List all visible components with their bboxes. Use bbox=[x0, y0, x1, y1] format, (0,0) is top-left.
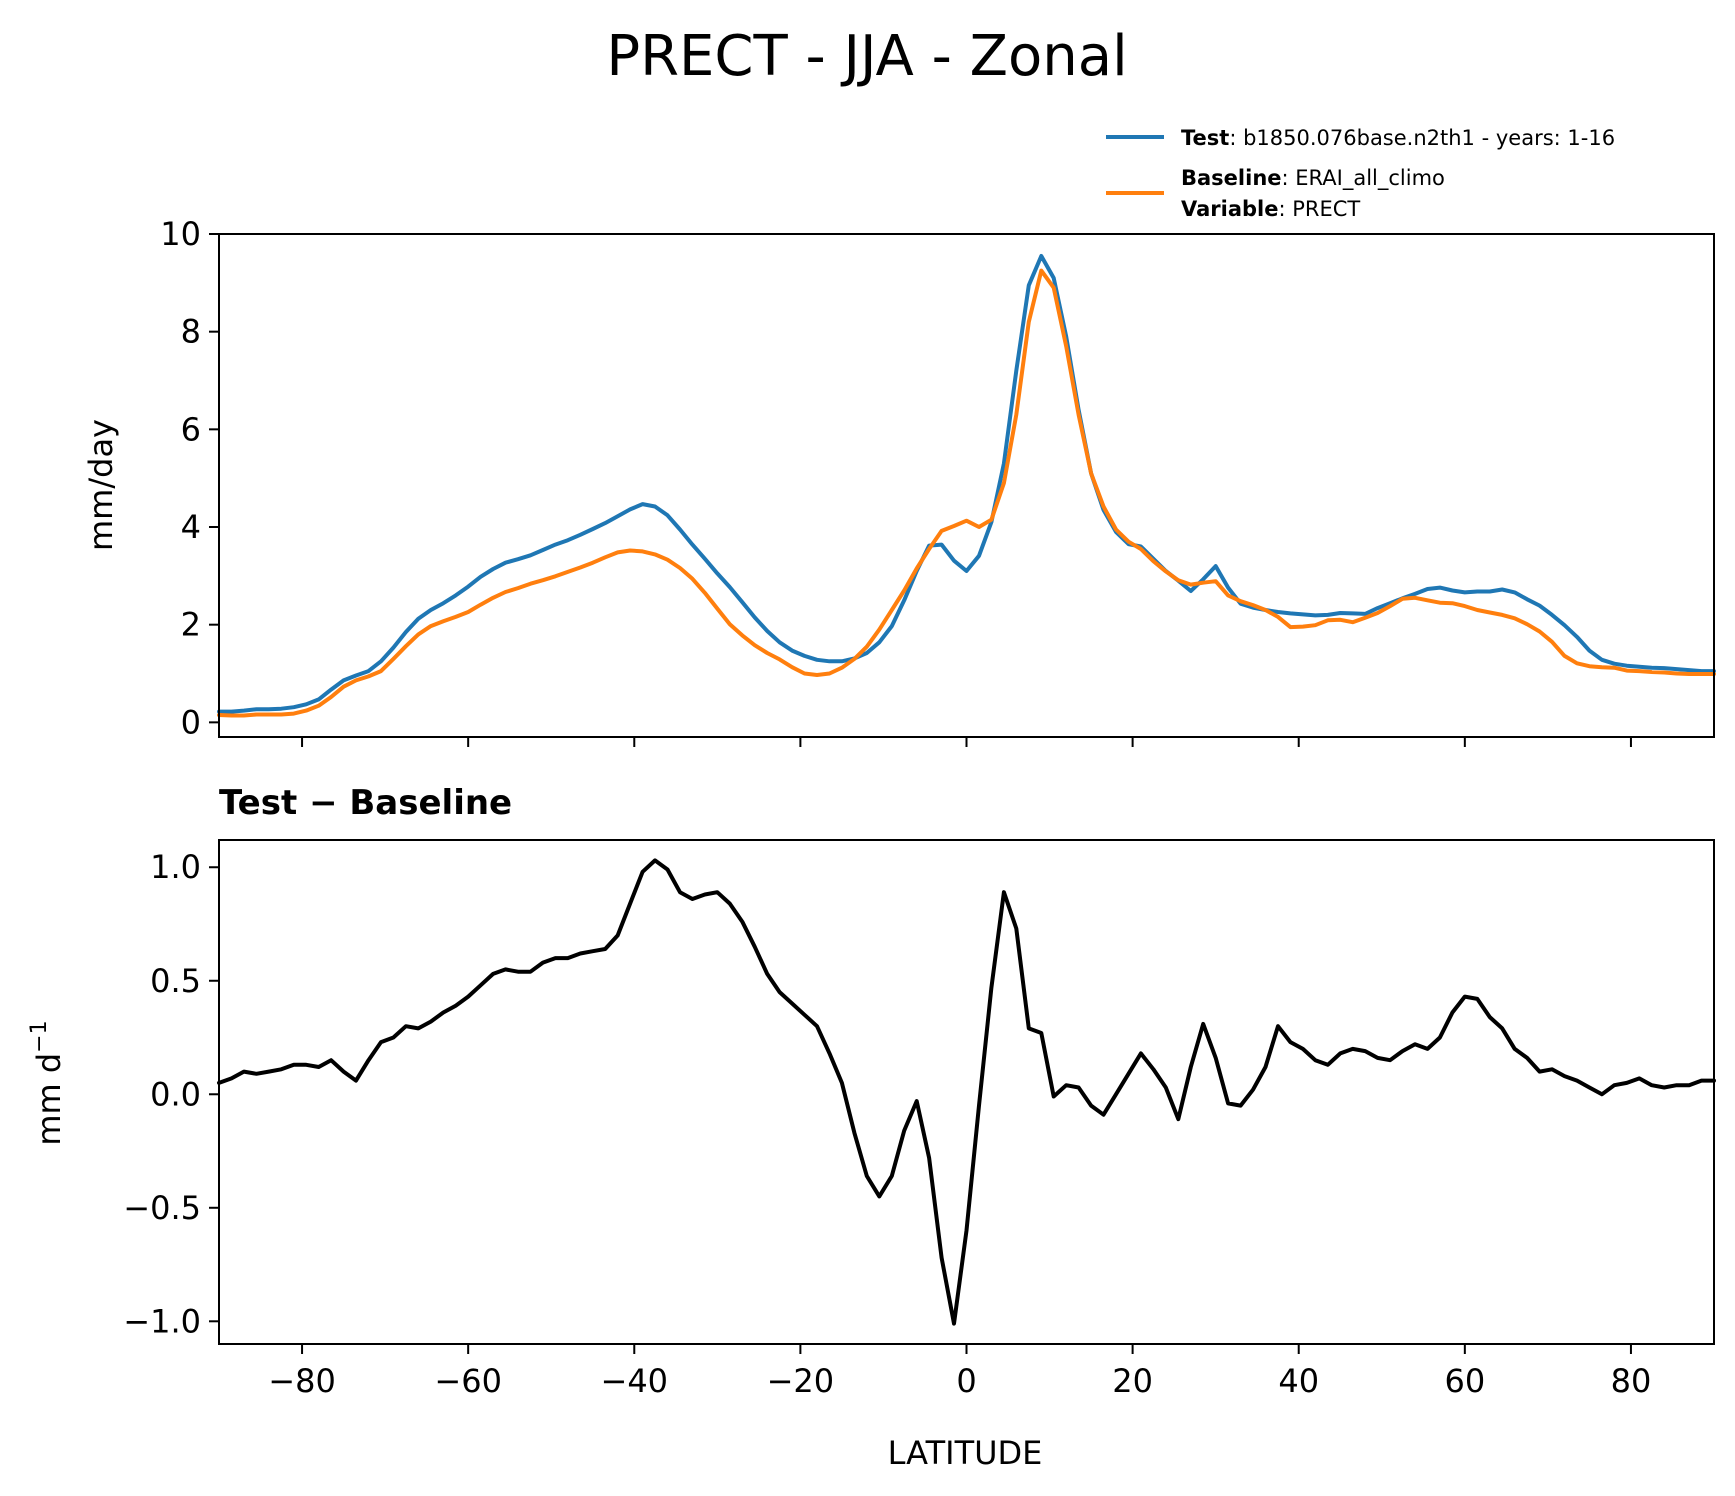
bottom-x-tick-label: −80 bbox=[268, 1362, 336, 1400]
top-y-tick-label: 2 bbox=[181, 606, 201, 644]
legend-baseline-value: : ERAI_all_climo bbox=[1282, 166, 1445, 191]
top-plot-frame bbox=[218, 233, 1715, 738]
bottom-y-tick-label: −0.5 bbox=[123, 1189, 201, 1227]
bottom-y-axis-label: mm d−1 bbox=[27, 1020, 68, 1145]
top-y-tick-label: 4 bbox=[181, 508, 201, 546]
legend: Test: b1850.076base.n2th1 - years: 1-16 … bbox=[1106, 126, 1615, 221]
bottom-x-tick-label: 60 bbox=[1444, 1362, 1485, 1400]
top-y-tick-label: 10 bbox=[160, 215, 201, 253]
top-y-tick-label: 8 bbox=[181, 313, 201, 351]
bottom-x-tick-label: 40 bbox=[1278, 1362, 1319, 1400]
bottom-series-layer bbox=[217, 858, 1716, 1326]
bottom-plot-frame bbox=[218, 839, 1715, 1345]
legend-variable-entry: Variable: PRECT bbox=[1181, 197, 1360, 221]
bottom-y-axis-label-base: mm d bbox=[30, 1053, 68, 1146]
bottom-y-tick-label: −1.0 bbox=[123, 1302, 201, 1340]
bottom-y-ticks: 1.0 0.5 0.0 −0.5 −1.0 bbox=[123, 848, 219, 1340]
bottom-x-tick-label: 20 bbox=[1112, 1362, 1153, 1400]
top-series-line-baseline bbox=[217, 268, 1716, 718]
legend-test-value: : b1850.076base.n2th1 - years: 1-16 bbox=[1229, 126, 1615, 150]
legend-baseline-key: Baseline bbox=[1181, 166, 1282, 190]
bottom-series-line-difference bbox=[217, 858, 1716, 1326]
top-y-tick-label: 6 bbox=[181, 410, 201, 448]
figure-title: PRECT - JJA - Zonal bbox=[606, 24, 1127, 89]
bottom-x-ticks: −80 −60 −40 −20 0 20 40 60 80 bbox=[268, 1344, 1651, 1400]
bottom-y-axis-label-superscript: −1 bbox=[27, 1020, 52, 1052]
legend-test-entry: Test: b1850.076base.n2th1 - years: 1-16 bbox=[1181, 126, 1615, 150]
legend-baseline-entry: Baseline: ERAI_all_climo bbox=[1181, 166, 1445, 191]
diff-panel-title: Test − Baseline bbox=[219, 783, 512, 823]
top-series-layer bbox=[217, 254, 1716, 718]
legend-variable-key: Variable bbox=[1181, 197, 1278, 221]
bottom-x-tick-label: −40 bbox=[601, 1362, 669, 1400]
top-y-axis-label: mm/day bbox=[82, 419, 120, 551]
bottom-y-tick-label: 1.0 bbox=[150, 848, 201, 886]
x-axis-label: LATITUDE bbox=[888, 1434, 1043, 1472]
top-x-ticks bbox=[301, 737, 1632, 747]
legend-test-key: Test bbox=[1181, 126, 1229, 150]
bottom-x-tick-label: 80 bbox=[1611, 1362, 1652, 1400]
top-panel: 0 2 4 6 8 10 mm/day bbox=[82, 215, 1716, 747]
top-y-tick-label: 0 bbox=[181, 703, 201, 741]
bottom-x-tick-label: 0 bbox=[956, 1362, 976, 1400]
bottom-y-tick-label: 0.0 bbox=[150, 1075, 201, 1113]
bottom-y-tick-label: 0.5 bbox=[150, 962, 201, 1000]
bottom-x-tick-label: −20 bbox=[767, 1362, 835, 1400]
top-y-ticks: 0 2 4 6 8 10 bbox=[160, 215, 219, 741]
legend-variable-value: : PRECT bbox=[1278, 197, 1360, 221]
bottom-x-tick-label: −60 bbox=[434, 1362, 502, 1400]
bottom-panel: Test − Baseline 1.0 0.5 0.0 −0.5 −1.0 −80 −60… bbox=[27, 783, 1716, 1472]
top-series-line-test bbox=[217, 254, 1716, 714]
